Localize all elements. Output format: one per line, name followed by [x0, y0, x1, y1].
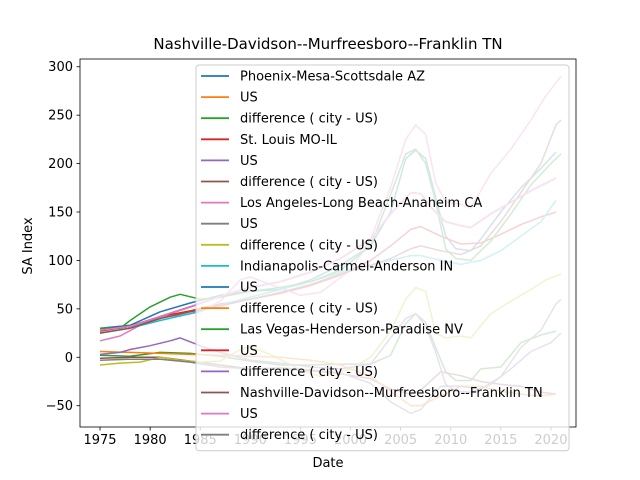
legend-label-7: US	[240, 217, 258, 232]
legend-label-9: Indianapolis-Carmel-Anderson IN	[240, 259, 453, 274]
y-tick-label: 100	[48, 254, 73, 269]
x-tick-label: 1975	[83, 433, 116, 448]
legend-label-13: US	[240, 344, 258, 359]
x-tick-label: 1980	[134, 433, 167, 448]
y-tick-label: 150	[48, 206, 73, 221]
legend-label-16: US	[240, 407, 258, 422]
legend-label-10: US	[240, 281, 258, 296]
legend-label-6: Los Angeles-Long Beach-Anaheim CA	[240, 196, 482, 211]
y-tick-label: 50	[56, 302, 73, 317]
legend-label-17: difference ( city - US)	[240, 428, 378, 443]
y-tick-label: 300	[48, 60, 73, 75]
legend-label-4: US	[240, 154, 258, 169]
legend-label-14: difference ( city - US)	[240, 365, 378, 380]
legend-label-2: difference ( city - US)	[240, 112, 378, 127]
legend-label-8: difference ( city - US)	[240, 238, 378, 253]
y-tick-label: 0	[65, 351, 73, 366]
legend-label-5: difference ( city - US)	[240, 175, 378, 190]
legend-label-11: difference ( city - US)	[240, 302, 378, 317]
legend-label-15: Nashville-Davidson--Murfreesboro--Frankl…	[240, 386, 543, 401]
legend-label-3: St. Louis MO-IL	[240, 133, 338, 148]
legend-label-0: Phoenix-Mesa-Scottsdale AZ	[240, 70, 425, 85]
legend: Phoenix-Mesa-Scottsdale AZ US difference (…	[195, 64, 570, 452]
legend-label-12: Las Vegas-Henderson-Paradise NV	[240, 323, 463, 338]
y-tick-label: 200	[48, 157, 73, 172]
legend-box	[195, 64, 570, 452]
y-axis-label: SA Index	[21, 217, 36, 275]
chart-title: Nashville-Davidson--Murfreesboro--Frankl…	[153, 35, 502, 53]
x-axis-label: Date	[312, 456, 343, 471]
y-tick-label: 250	[48, 109, 73, 124]
legend-label-1: US	[240, 91, 258, 106]
y-tick-label: −50	[46, 399, 73, 414]
